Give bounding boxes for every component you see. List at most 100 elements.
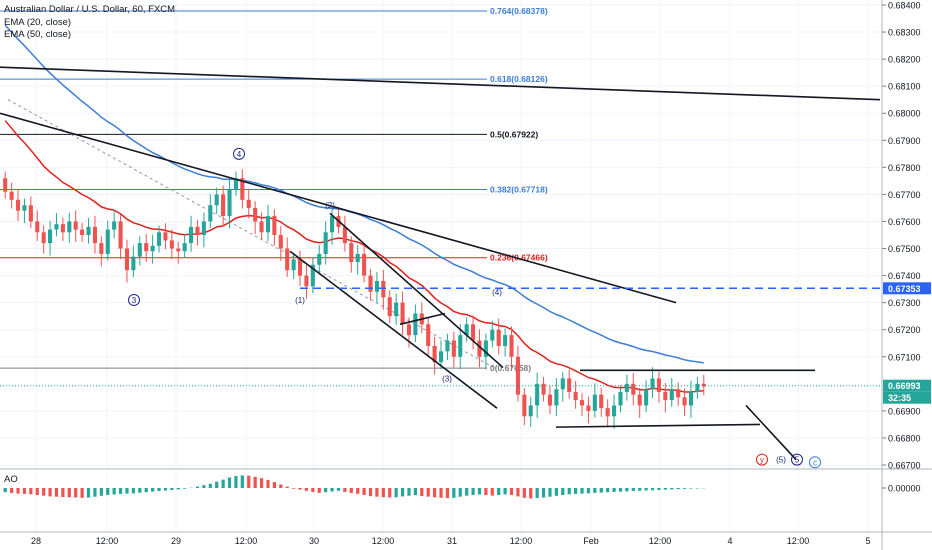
candle-body: [112, 221, 117, 230]
candle-body: [394, 302, 399, 317]
candle-body: [80, 229, 85, 235]
candle-body: [701, 383, 706, 387]
candle-body: [342, 226, 347, 244]
candle-body: [105, 229, 110, 254]
price-tick-label: 0.67400: [888, 271, 921, 281]
candle-body: [560, 378, 565, 390]
candle-body: [240, 178, 245, 200]
candle-body: [35, 221, 40, 233]
candle-body: [368, 275, 373, 292]
candle-body: [445, 340, 450, 352]
candle-body: [547, 394, 553, 406]
candle-body: [195, 226, 200, 235]
candle-body: [176, 248, 181, 252]
candle-body: [624, 383, 629, 392]
candle-body: [22, 205, 27, 211]
candle-body: [214, 194, 219, 206]
candle-body: [208, 205, 213, 222]
countdown-tag-text: 32:35: [888, 393, 911, 403]
ema50-legend: EMA (50, close): [4, 29, 72, 40]
last-price-tag-text: 0.66993: [888, 381, 921, 391]
candle-body: [541, 383, 546, 395]
time-tick-label: 12:00: [510, 536, 533, 546]
candle-body: [9, 191, 14, 200]
candle-body: [381, 281, 386, 298]
candle-body: [362, 253, 367, 276]
wave-circle: [791, 453, 803, 466]
candle-body: [349, 243, 354, 263]
candle-body: [41, 232, 46, 244]
candle-body: [579, 400, 585, 406]
trend-line: [555, 423, 761, 428]
wave-label: c: [813, 458, 817, 467]
candle-body: [483, 340, 488, 357]
candle-body: [278, 235, 283, 249]
candle-body: [304, 275, 309, 287]
candle-body: [618, 391, 623, 406]
candle-body: [413, 313, 418, 336]
time-axis: 28 12:00 29 12:00 30 12:00 31 12:00 Feb 12:00 4 12:…: [31, 536, 871, 546]
ema20-legend: EMA (20, close): [4, 17, 72, 28]
candle-body: [189, 226, 194, 244]
price-tick-label: 0.66700: [888, 461, 921, 471]
price-tick-label: 0.66800: [888, 433, 921, 443]
candle-body: [695, 383, 700, 392]
time-tick-label: 12:00: [235, 536, 258, 546]
fib-label: 0(0.67058): [490, 363, 531, 373]
time-tick-label: 30: [309, 536, 319, 546]
price-tick-label: 0.68200: [888, 55, 921, 65]
candle-body: [586, 405, 591, 411]
candle-body: [150, 245, 155, 252]
price-tick-label: 0.67900: [888, 136, 921, 146]
candle-body: [637, 394, 642, 406]
plot-bg: [0, 0, 882, 550]
level-tag-text: 0.67353: [888, 284, 921, 294]
candle-body: [496, 329, 501, 346]
candle-body: [48, 229, 53, 244]
fib-label: 0.382(0.67718): [490, 185, 548, 195]
candle-body: [554, 389, 559, 406]
candle-body: [15, 199, 21, 211]
wave-circle: [756, 453, 768, 466]
ao-legend: AO: [4, 474, 18, 485]
candle-body: [515, 356, 520, 395]
wave-circle: [233, 147, 245, 160]
candle-body: [656, 378, 661, 392]
wave-label: y: [760, 456, 764, 465]
candle-body: [535, 383, 540, 406]
candle-body: [272, 216, 277, 235]
wave-circle: [128, 293, 140, 306]
wave-circle: [809, 456, 821, 469]
candle-body: [682, 397, 687, 406]
candle-body: [86, 226, 91, 235]
candle-body: [490, 329, 495, 341]
candle-body: [73, 221, 78, 230]
trend-line: [0, 112, 677, 304]
candle-body: [599, 394, 604, 409]
countdown-tag: [883, 391, 931, 404]
time-tick-label: 12:00: [787, 536, 810, 546]
candle-body: [509, 335, 514, 357]
candle-body: [253, 207, 258, 222]
price-tick-label: 0.66900: [888, 406, 921, 416]
candle-body: [503, 335, 508, 346]
wave-label: (2): [325, 201, 335, 210]
price-tick-label: 0.67800: [888, 163, 921, 173]
candle-body: [387, 297, 392, 317]
trend-line: [399, 312, 446, 326]
candle-body: [60, 224, 65, 233]
price-tick-label: 0.67300: [888, 298, 921, 308]
candle-body: [374, 281, 379, 292]
candle-body: [131, 256, 136, 271]
candle-body: [663, 391, 668, 401]
candle-body: [3, 178, 8, 192]
fib-label: 0.618(0.68126): [490, 74, 548, 84]
candle-body: [144, 243, 149, 252]
candle-body: [669, 389, 674, 401]
ema20-line: [4, 120, 704, 393]
candle-body: [92, 226, 97, 244]
candle-body: [650, 378, 655, 390]
grid: [0, 0, 882, 550]
wave-label: 4: [237, 150, 242, 159]
